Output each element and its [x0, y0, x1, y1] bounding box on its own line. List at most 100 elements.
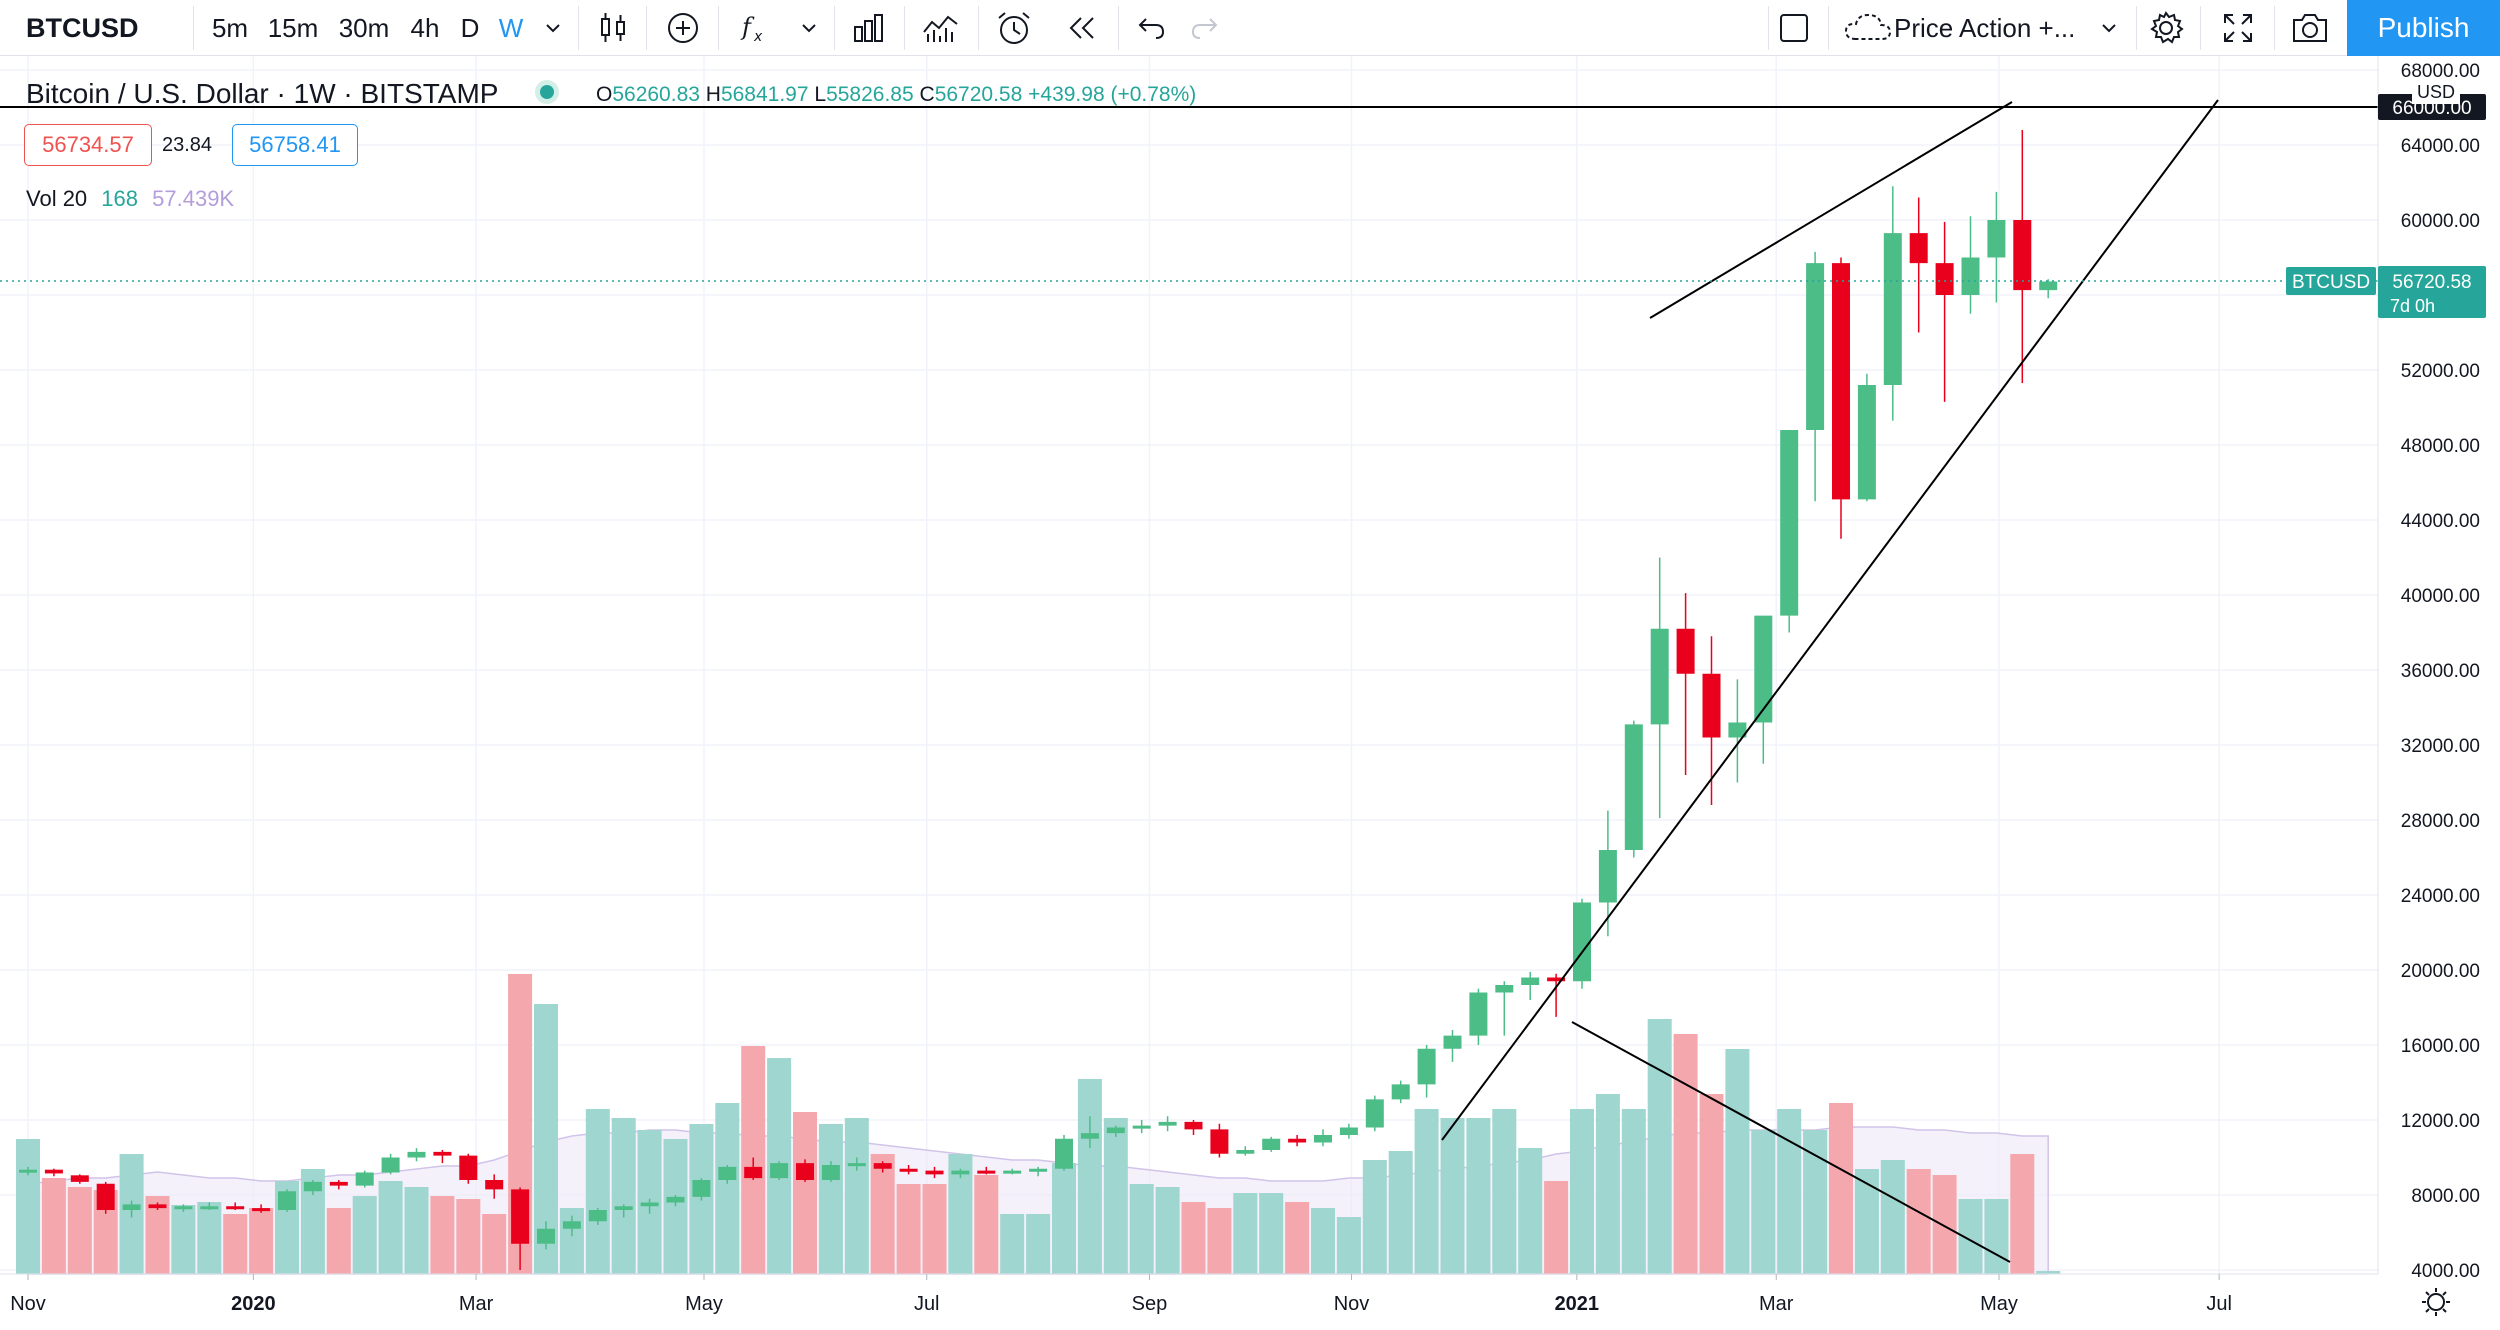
time-tick-label: Sep [1132, 1293, 1168, 1315]
alert-clock-icon[interactable] [986, 0, 1042, 56]
settings-gear-icon[interactable] [2140, 0, 2192, 56]
candle-body [1417, 1048, 1436, 1085]
sell-price-box[interactable]: 56734.57 [24, 124, 152, 166]
layout-square-icon[interactable] [1772, 0, 1816, 56]
candle-body [226, 1206, 245, 1210]
price-tick-label: 68000.00 [2401, 61, 2480, 82]
indicators-chevron-icon[interactable] [792, 0, 826, 56]
redo-icon[interactable] [1180, 0, 1230, 56]
candle-body [303, 1181, 322, 1192]
candle-body [1158, 1121, 1177, 1126]
candle-body [252, 1208, 271, 1212]
interval-5m[interactable]: 5m [211, 12, 249, 43]
axis-settings-gear-icon[interactable] [2422, 1288, 2450, 1316]
financials-icon[interactable] [842, 0, 896, 56]
volume-bar [197, 1202, 222, 1274]
price-tick-label: 28000.00 [2401, 811, 2480, 832]
interval-30m[interactable]: 30m [338, 12, 390, 43]
volume-bar [793, 1112, 817, 1274]
volume-bar [1285, 1202, 1310, 1274]
buy-price-box[interactable]: 56758.41 [232, 124, 358, 166]
interval-15m[interactable]: 15m [267, 12, 319, 43]
snapshot-camera-icon[interactable] [2282, 0, 2338, 56]
price-tick-label: 44000.00 [2401, 511, 2480, 532]
candle-body [562, 1221, 581, 1229]
candle-body [1236, 1150, 1255, 1154]
candle-body [821, 1165, 840, 1180]
volume-bar [1518, 1148, 1543, 1274]
volume-bar [326, 1208, 351, 1274]
candle-body [200, 1206, 219, 1210]
interval-dropdown-chevron-icon[interactable] [536, 0, 570, 56]
symbol-title: Bitcoin / U.S. Dollar · 1W · BITSTAMP [26, 78, 499, 109]
toolbar-divider [1828, 6, 1829, 50]
interval-w[interactable]: W [498, 12, 524, 43]
price-tick-label: 16000.00 [2401, 1036, 2480, 1057]
bar-countdown-text: 7d 0h [2390, 296, 2435, 316]
candle-body [407, 1151, 426, 1158]
toolbar-divider [646, 6, 647, 50]
candle-body [148, 1204, 167, 1209]
price-chart[interactable]: 4000.00 8000.00 12000.00 16000.00 20000.00 24… [0, 56, 2500, 1330]
volume-bar [1492, 1109, 1517, 1274]
candle-body [537, 1228, 555, 1244]
volume-bar [1259, 1193, 1284, 1274]
candle-body [1391, 1084, 1410, 1100]
candles-icon[interactable] [588, 0, 638, 56]
fullscreen-icon[interactable] [2210, 0, 2266, 56]
price-axis-ticks: 4000.00 8000.00 12000.00 16000.00 20000.00 24… [2401, 61, 2480, 1282]
price-tick-label: 8000.00 [2411, 1186, 2480, 1207]
undo-icon[interactable] [1126, 0, 1176, 56]
volume-bar [1103, 1118, 1128, 1274]
candle-body [96, 1183, 115, 1210]
interval-4h[interactable]: 4h [410, 12, 440, 43]
candle-body [1728, 722, 1747, 738]
template-chevron-icon[interactable] [2092, 0, 2126, 56]
volume-bar [1647, 1019, 1672, 1274]
trendline-drawings [1441, 99, 2219, 1263]
time-tick-label: Jul [914, 1293, 940, 1315]
volume-bar [1699, 1094, 1724, 1274]
candle-body [1961, 257, 1980, 295]
volume-bar [1129, 1184, 1154, 1274]
candle-body [1003, 1170, 1022, 1174]
volume-bar [1544, 1181, 1569, 1274]
interval-d[interactable]: D [460, 12, 480, 43]
candle-body [1521, 977, 1540, 985]
candle-body [511, 1189, 530, 1244]
toolbar-divider [578, 6, 579, 50]
candle-body [2039, 281, 2058, 291]
candle-body [485, 1180, 504, 1190]
publish-button[interactable]: Publish [2347, 0, 2500, 56]
candle-body [847, 1163, 866, 1167]
last-price-text: 56720.58 [2392, 272, 2471, 293]
replay-rewind-icon[interactable] [1054, 0, 1110, 56]
volume-bar [1026, 1214, 1051, 1274]
candle-body [1754, 615, 1773, 723]
candle-body [873, 1163, 892, 1169]
volume-legend: Vol 20 168 57.439K [26, 186, 235, 211]
volume-bar [1595, 1094, 1620, 1274]
compare-chart-icon[interactable] [912, 0, 970, 56]
volume-bar [1388, 1151, 1413, 1274]
candle-body [1935, 263, 1954, 295]
volume-bar [1725, 1049, 1750, 1274]
toolbar-divider [978, 6, 979, 50]
time-tick-label: Jul [2206, 1293, 2232, 1315]
candle-body [666, 1196, 685, 1203]
toolbar-divider [834, 6, 835, 50]
chart-template-selector[interactable]: Price Action +... [1894, 12, 2076, 43]
candle-body [1288, 1138, 1307, 1143]
last-price-label [2378, 266, 2486, 318]
volume-bar [1207, 1208, 1232, 1274]
volume-bar [1052, 1163, 1076, 1274]
toolbar-divider [1118, 6, 1119, 50]
add-indicator-plus-icon[interactable] [656, 0, 710, 56]
price-axis[interactable] [2378, 56, 2500, 1274]
currency-label-box [2412, 78, 2460, 104]
symbol-search[interactable]: BTCUSD [26, 12, 139, 43]
candle-body [1055, 1138, 1073, 1169]
volume-bar [1311, 1208, 1335, 1274]
